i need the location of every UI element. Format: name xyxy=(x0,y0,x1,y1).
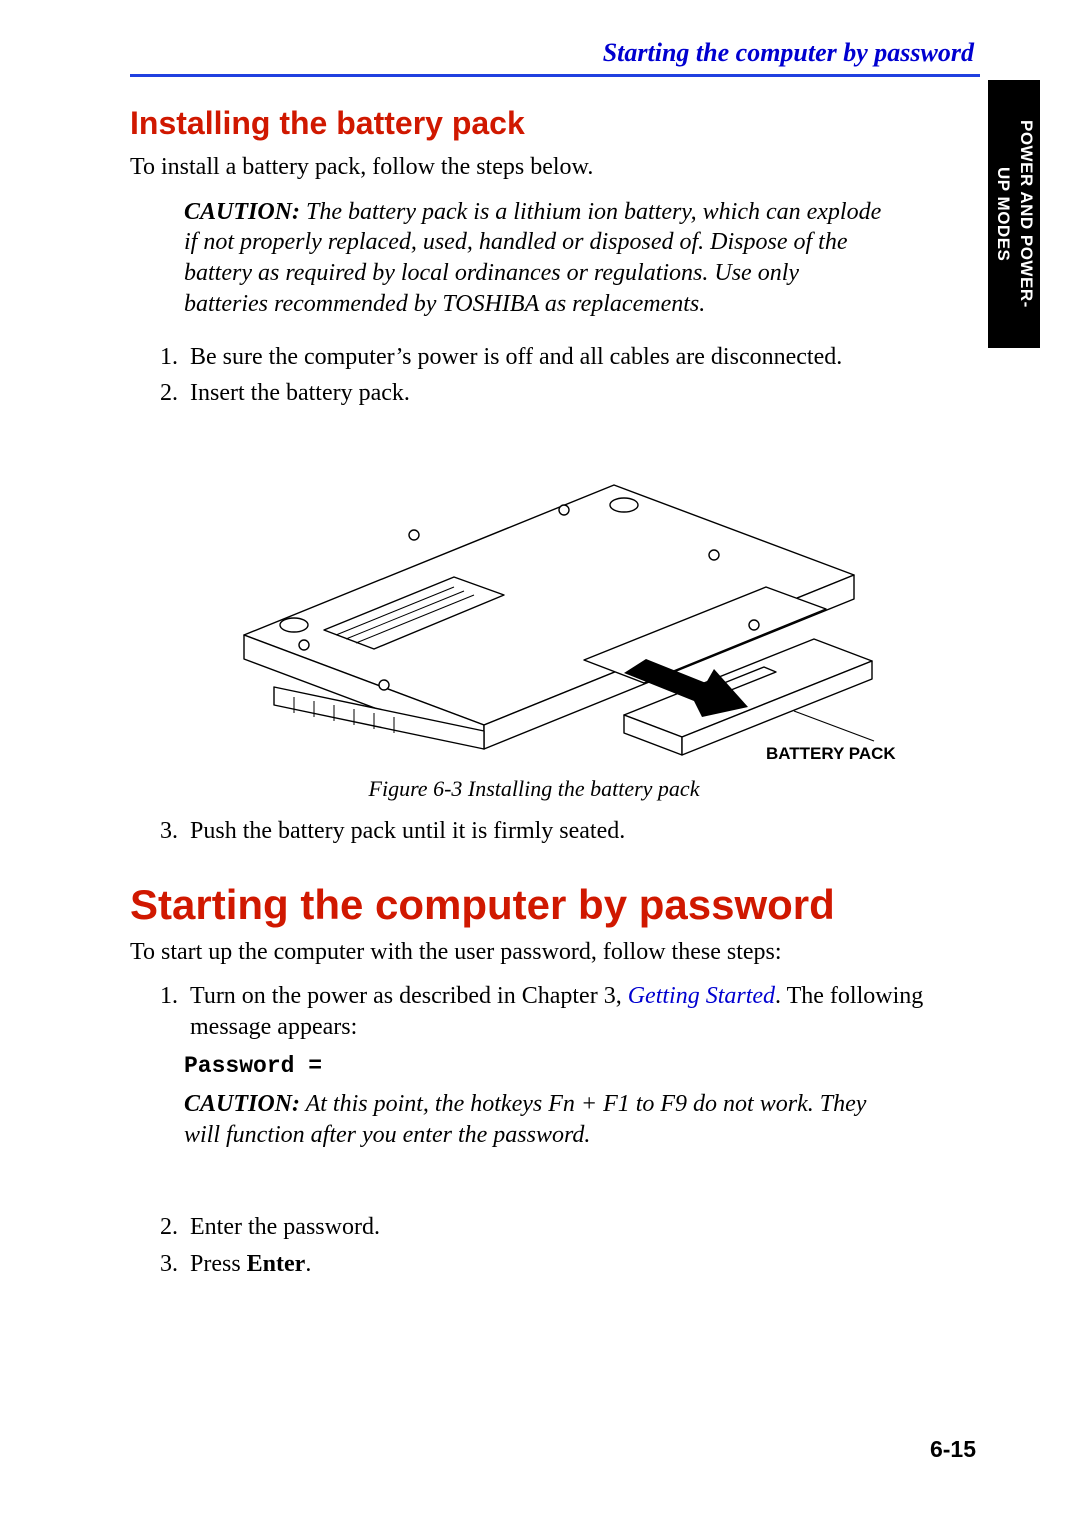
start-step-3: Press Enter. xyxy=(184,1249,938,1280)
start-step-1a: Turn on the power as described in Chapte… xyxy=(190,983,628,1009)
manual-page: Starting the computer by password POWER … xyxy=(0,0,1080,1529)
figure-6-3: BATTERY PACK xyxy=(154,425,914,770)
figure-battery-label: BATTERY PACK xyxy=(766,744,896,763)
start-steps-b: Enter the password. Press Enter. xyxy=(184,1212,938,1279)
chapter-tab-text: POWER AND POWER- UP MODES xyxy=(991,120,1037,308)
install-caution: CAUTION: The battery pack is a lithium i… xyxy=(184,197,884,320)
install-steps-b: Push the battery pack until it is firmly… xyxy=(184,816,938,847)
getting-started-link[interactable]: Getting Started xyxy=(628,983,775,1009)
chapter-tab: POWER AND POWER- UP MODES xyxy=(988,80,1040,348)
main-content: Installing the battery pack To install a… xyxy=(130,105,938,1280)
caution-lead: CAUTION: xyxy=(184,199,300,225)
install-intro: To install a battery pack, follow the st… xyxy=(130,152,938,183)
header-rule xyxy=(130,74,980,77)
start-step-1: Turn on the power as described in Chapte… xyxy=(184,981,938,1042)
spacer xyxy=(130,1172,938,1212)
install-step-3: Push the battery pack until it is firmly… xyxy=(184,816,938,847)
install-step-2: Insert the battery pack. xyxy=(184,378,938,409)
figure-caption: Figure 6-3 Installing the battery pack xyxy=(130,776,938,802)
start-caution-lead: CAUTION: xyxy=(184,1091,300,1117)
chapter-tab-line2: UP MODES xyxy=(994,167,1013,261)
start-heading: Starting the computer by password xyxy=(130,881,938,929)
start-step-3a: Press xyxy=(190,1251,247,1277)
start-step-3c: . xyxy=(305,1251,311,1277)
start-steps-a: Turn on the power as described in Chapte… xyxy=(184,981,938,1042)
install-steps-a: Be sure the computer’s power is off and … xyxy=(184,342,938,409)
running-header: Starting the computer by password xyxy=(130,38,974,68)
password-prompt: Password = xyxy=(184,1053,938,1079)
enter-key: Enter xyxy=(247,1251,306,1277)
battery-install-illustration: BATTERY PACK xyxy=(154,425,914,765)
start-intro: To start up the computer with the user p… xyxy=(130,937,938,968)
start-caution: CAUTION: At this point, the hotkeys Fn +… xyxy=(184,1089,884,1150)
chapter-tab-line1: POWER AND POWER- xyxy=(1017,120,1036,308)
page-number: 6-15 xyxy=(930,1436,976,1463)
install-heading: Installing the battery pack xyxy=(130,105,938,142)
start-step-2: Enter the password. xyxy=(184,1212,938,1243)
install-step-1: Be sure the computer’s power is off and … xyxy=(184,342,938,373)
